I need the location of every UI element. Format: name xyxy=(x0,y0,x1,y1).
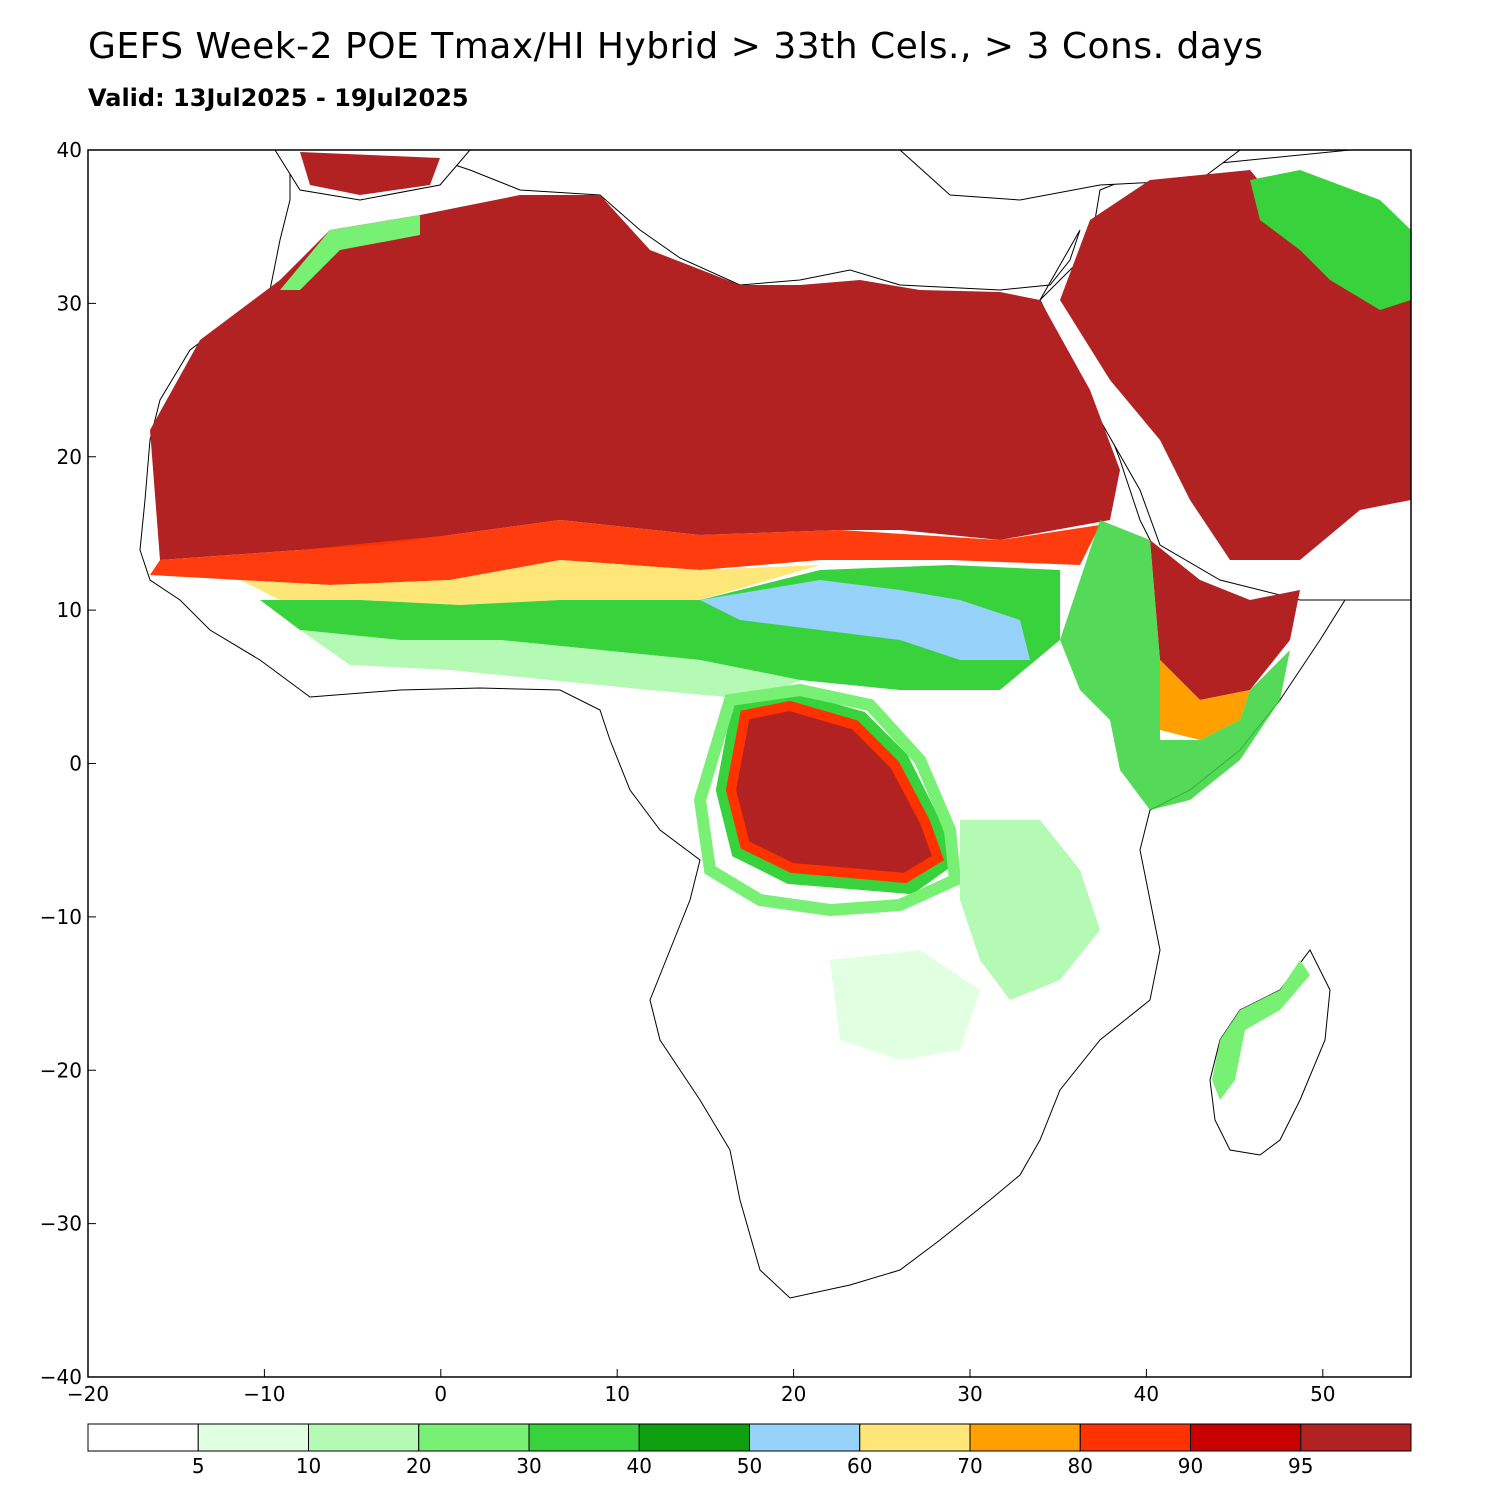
map-title: GEFS Week-2 POE Tmax/HI Hybrid > 33th Ce… xyxy=(88,26,1264,67)
land-areas xyxy=(139,150,1411,1299)
map-subtitle: Valid: 13Jul2025 - 19Jul2025 xyxy=(88,84,469,112)
y-axis: 40 30 20 10 0 −10 −20 −30 −40 xyxy=(40,138,96,1389)
horn-orange-band xyxy=(1160,660,1250,740)
middle-east-green xyxy=(1250,170,1411,310)
colorbar-swatch xyxy=(638,1423,750,1452)
colorbar-label: 70 xyxy=(957,1454,982,1478)
iberia-high-probability xyxy=(300,152,440,195)
sahel-yellow-band xyxy=(240,560,820,605)
x-axis: −20 −10 0 10 20 30 40 50 xyxy=(67,1369,1336,1406)
sahel-lightgreen-fringe xyxy=(300,630,800,700)
colorbar-swatch xyxy=(528,1423,640,1452)
colorbar-swatch xyxy=(197,1423,309,1452)
colorbar-label: 60 xyxy=(847,1454,872,1478)
colorbar-swatch xyxy=(418,1423,530,1452)
southern-lightgreen xyxy=(830,950,980,1060)
colorbar-swatch xyxy=(749,1423,861,1452)
colorbar-label: 90 xyxy=(1178,1454,1203,1478)
sahara-high-probability xyxy=(150,195,1120,560)
y-tick-label: 40 xyxy=(57,138,82,162)
colorbar-swatch xyxy=(308,1423,420,1452)
y-tick-label: 0 xyxy=(69,752,82,776)
colorbar-label: 95 xyxy=(1288,1454,1313,1478)
sahel-blue-patches xyxy=(700,580,1030,660)
madagascar-green xyxy=(1212,960,1310,1100)
congo-outer-green xyxy=(693,683,962,917)
y-tick-label: −10 xyxy=(40,905,82,929)
colorbar-swatch xyxy=(87,1423,199,1452)
colorbar-swatch xyxy=(1079,1423,1191,1452)
x-tick-label: 10 xyxy=(604,1382,629,1406)
colorbar-swatch xyxy=(1300,1423,1412,1452)
x-tick-label: 20 xyxy=(781,1382,806,1406)
colorbar-legend: 5 10 20 30 40 50 60 70 80 90 95 xyxy=(87,1423,1412,1478)
colorbar-swatch xyxy=(859,1423,971,1452)
turkey-landmass xyxy=(899,150,1241,201)
x-tick-label: −20 xyxy=(67,1382,109,1406)
congo-high-probability xyxy=(725,700,945,885)
x-tick-label: 40 xyxy=(1134,1382,1159,1406)
y-tick-label: 10 xyxy=(57,598,82,622)
x-tick-label: 0 xyxy=(434,1382,447,1406)
colorbar-label: 40 xyxy=(627,1454,652,1478)
y-tick-label: −20 xyxy=(40,1058,82,1082)
colorbar-label: 30 xyxy=(516,1454,541,1478)
east-africa-green-patches xyxy=(960,820,1100,1000)
congo-ring-red xyxy=(725,700,945,884)
y-tick-label: 20 xyxy=(57,445,82,469)
y-tick-label: −40 xyxy=(40,1365,82,1389)
sahel-orange-band xyxy=(150,520,1100,585)
colorbar-label: 80 xyxy=(1068,1454,1093,1478)
x-tick-label: −10 xyxy=(243,1382,285,1406)
colorbar-swatch xyxy=(1190,1423,1302,1452)
colorbar-swatch xyxy=(969,1423,1081,1452)
colorbar-label: 10 xyxy=(296,1454,321,1478)
congo-ring-green xyxy=(715,690,956,895)
colorbar-label: 5 xyxy=(192,1454,205,1478)
horn-green-fringe xyxy=(1060,520,1290,810)
colorbar-label: 50 xyxy=(737,1454,762,1478)
horn-high-probability xyxy=(1150,540,1300,700)
x-tick-label: 50 xyxy=(1310,1382,1335,1406)
colorbar-label: 20 xyxy=(406,1454,431,1478)
y-tick-label: −30 xyxy=(40,1212,82,1236)
north-coast-green xyxy=(280,215,420,290)
y-tick-label: 30 xyxy=(57,291,82,315)
x-tick-label: 30 xyxy=(957,1382,982,1406)
